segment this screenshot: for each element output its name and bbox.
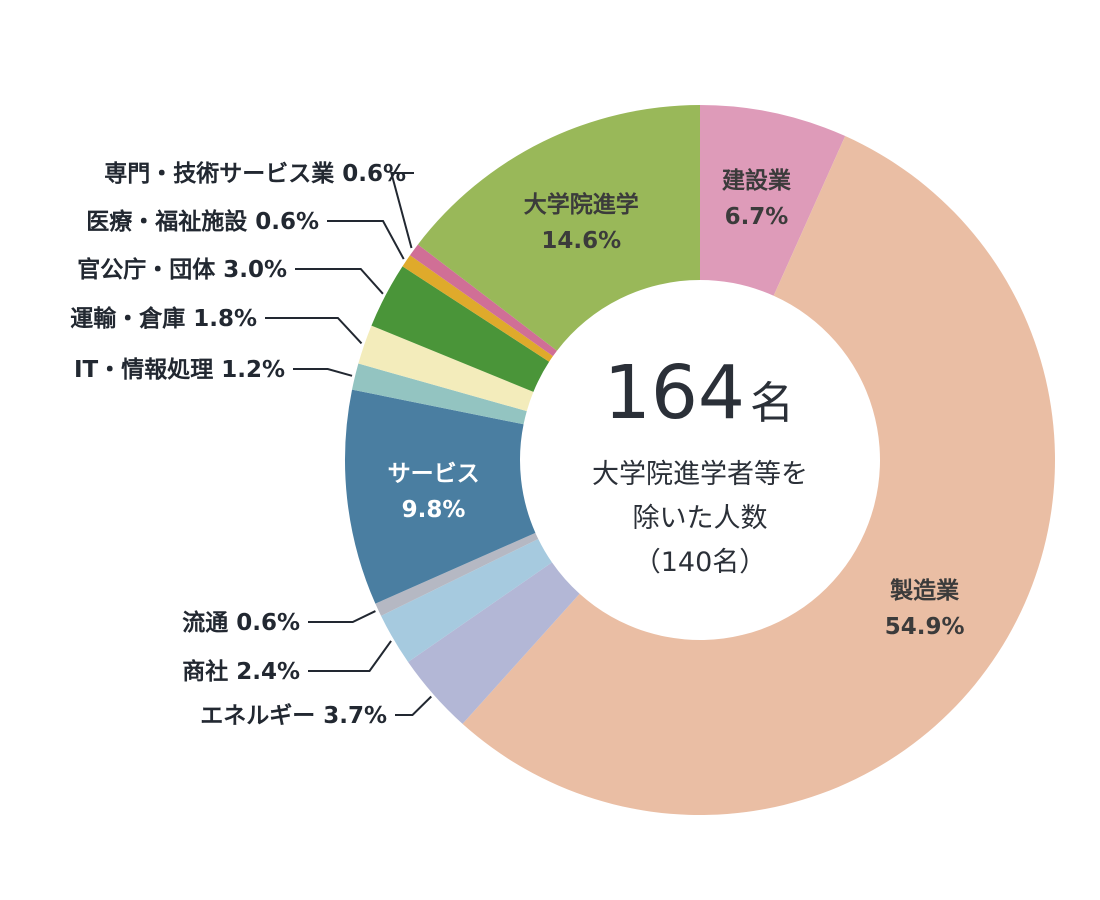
center-note-line-2: 除いた人数	[633, 503, 768, 534]
center-note-line-1: 大学院進学者等を	[592, 459, 808, 490]
leader-line-商社	[308, 640, 392, 672]
side-label-エネルギー: エネルギー 3.7%	[200, 703, 387, 729]
side-label-官公庁-団体: 官公庁・団体 3.0%	[77, 256, 287, 283]
slice-label-建設業: 建設業 6.7%	[722, 167, 792, 230]
slice-IT-情報処理	[352, 363, 527, 425]
center-note: 大学院進学者等を 除いた人数 （140名）	[592, 459, 808, 578]
slice-医療-福祉施設	[402, 255, 553, 362]
center-total-unit: 名	[750, 378, 794, 429]
side-label-運輸-倉庫: 運輸・倉庫 1.8%	[70, 305, 257, 332]
slice-サービス	[344, 389, 536, 604]
center-total-value: 164	[604, 350, 745, 436]
slice-label-大学院進学: 大学院進学 14.6%	[524, 191, 639, 254]
leader-line-医療-福祉施設	[327, 220, 405, 260]
leader-line-流通	[308, 610, 376, 623]
side-label-医療-福祉施設: 医療・福祉施設 0.6%	[86, 208, 319, 235]
center-total: 164 名	[604, 350, 794, 436]
leader-line-官公庁-団体	[295, 268, 384, 295]
leader-line-IT-情報処理	[293, 368, 353, 377]
donut-slices	[344, 105, 1055, 815]
leader-line-運輸-倉庫	[265, 317, 363, 345]
slice-label-製造業: 製造業 54.9%	[885, 577, 965, 640]
slice-製造業	[462, 136, 1055, 815]
slice-label-サービス: サービス 9.8%	[388, 461, 480, 523]
slice-専門-技術サービス業	[410, 244, 557, 357]
leader-line-エネルギー	[395, 695, 432, 716]
side-label-流通: 流通 0.6%	[182, 609, 300, 636]
slice-エネルギー	[408, 562, 580, 724]
slice-商社	[381, 539, 552, 663]
side-label-商社: 商社 2.4%	[182, 658, 300, 685]
slice-運輸-倉庫	[358, 325, 534, 412]
slice-官公庁-団体	[371, 266, 550, 392]
slice-流通	[375, 532, 539, 616]
slice-建設業	[700, 105, 846, 296]
center-note-line-3: （140名）	[634, 547, 767, 578]
leader-line-専門-技術サービス業	[390, 172, 414, 249]
slice-labels: 建設業 6.7% 製造業 54.9% エネルギー 3.7% 商社 2.4% 流通 0.6% サ…	[70, 160, 964, 729]
side-label-IT-情報処理: IT・情報処理 1.2%	[74, 356, 285, 383]
leader-lines	[265, 172, 432, 716]
side-label-専門-技術サービス業: 専門・技術サービス業 0.6%	[104, 160, 406, 187]
slice-大学院進学	[417, 105, 700, 351]
